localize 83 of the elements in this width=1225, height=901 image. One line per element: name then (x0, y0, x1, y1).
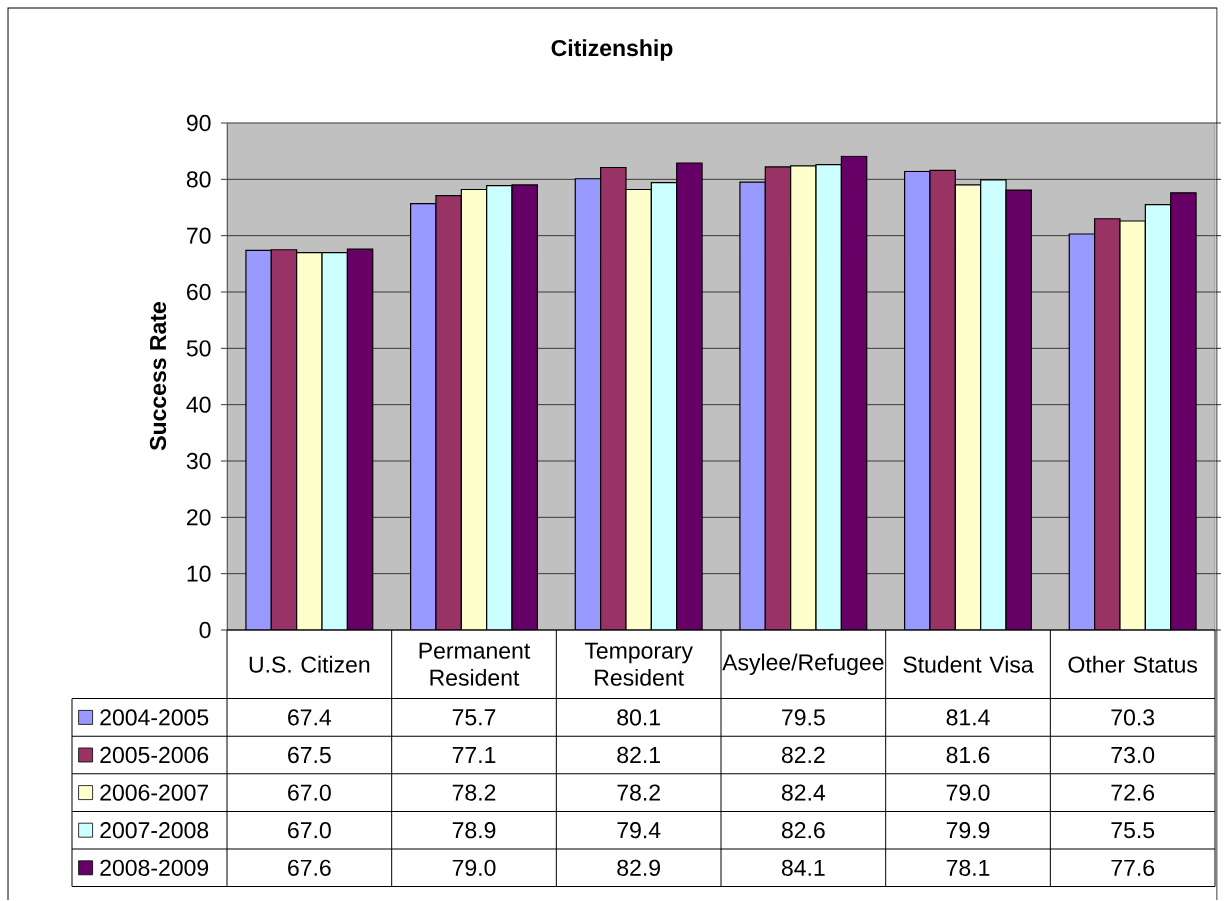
data-label: 78.2 (617, 784, 660, 801)
data-label: 75.5 (1111, 822, 1155, 839)
y-tick-label: 30 (186, 453, 211, 470)
bar (651, 182, 677, 631)
data-label: 82.2 (781, 747, 825, 764)
chart-title: Citizenship (551, 39, 673, 61)
x-tick-label: Asylee/Refugee (722, 653, 884, 676)
bar (322, 252, 348, 631)
y-tick-label: 0 (199, 622, 211, 639)
bar (1144, 204, 1172, 631)
y-tick-label: 80 (186, 171, 211, 188)
x-tick-label: Student Visa (903, 656, 1034, 673)
data-label: 82.9 (617, 859, 660, 877)
x-tick-label: U.S. Citizen (249, 656, 370, 673)
bar (575, 179, 601, 631)
y-tick-label: 60 (187, 284, 211, 301)
data-label: 79.4 (617, 822, 661, 839)
bar (461, 189, 487, 631)
data-label: 67.6 (288, 859, 331, 877)
x-tick-label: Temporary Resident (584, 643, 693, 687)
bar (980, 180, 1007, 631)
bar (929, 170, 956, 631)
legend-label: 2008-2009 (100, 859, 209, 877)
data-label: 72.6 (1111, 784, 1155, 801)
bar (739, 182, 766, 631)
data-label: 81.4 (946, 709, 990, 726)
bar (1170, 192, 1197, 631)
bar (600, 167, 626, 631)
data-label: 78.1 (946, 859, 990, 877)
data-label: 70.3 (1111, 709, 1155, 726)
bar (676, 163, 703, 631)
data-label: 79.0 (452, 859, 496, 877)
data-label: 79.5 (782, 709, 825, 726)
data-label: 75.7 (452, 709, 496, 726)
data-label: 82.1 (617, 747, 660, 764)
bar (486, 185, 513, 631)
bar (765, 167, 791, 631)
bar (296, 252, 323, 631)
bar (904, 171, 930, 631)
bar (410, 203, 436, 631)
data-label: 82.6 (781, 822, 825, 839)
bar (271, 250, 297, 631)
bar (955, 185, 981, 631)
x-tick-label: Permanent Resident (419, 643, 531, 687)
legend-label: 2005-2006 (100, 747, 209, 764)
bar (245, 250, 272, 631)
y-tick-label: 50 (186, 340, 211, 357)
y-tick-label: 70 (187, 227, 211, 245)
bar (512, 185, 538, 631)
data-label: 67.4 (288, 709, 332, 726)
data-label: 67.0 (288, 784, 331, 801)
y-axis-title: Success Rate (149, 302, 167, 451)
bar (1068, 233, 1096, 631)
data-label: 78.2 (452, 784, 496, 801)
data-label: 81.6 (946, 747, 990, 764)
data-label: 80.1 (617, 709, 660, 726)
bar (816, 164, 842, 631)
y-tick-label: 40 (186, 396, 211, 414)
data-label: 84.1 (781, 859, 825, 877)
y-tick-label: 90 (186, 115, 211, 132)
data-label: 79.9 (946, 822, 990, 839)
bar (790, 166, 817, 631)
data-label: 67.5 (288, 747, 331, 764)
data-label: 73.0 (1111, 747, 1155, 764)
bar (1119, 220, 1146, 631)
legend-label: 2006-2007 (100, 784, 209, 801)
bar (1094, 218, 1121, 631)
data-label: 77.6 (1111, 859, 1155, 877)
bar (435, 195, 462, 631)
data-label: 67.0 (288, 822, 331, 839)
legend-label: 2004-2005 (100, 709, 209, 726)
bar (1006, 190, 1032, 631)
bar (347, 249, 373, 631)
bar (625, 189, 652, 631)
bar (841, 156, 867, 631)
legend-label: 2007-2008 (100, 822, 209, 839)
y-tick-label: 10 (187, 565, 211, 583)
y-tick-label: 20 (187, 509, 211, 526)
x-tick-label: Other Status (1068, 656, 1198, 673)
data-label: 79.0 (946, 784, 990, 801)
data-label: 78.9 (452, 822, 496, 839)
data-label: 77.1 (452, 747, 496, 764)
data-label: 82.4 (781, 784, 826, 801)
